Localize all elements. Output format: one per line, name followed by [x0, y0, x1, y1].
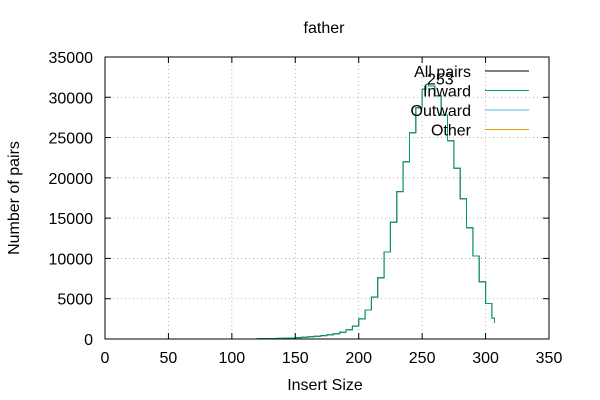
legend-label: All pairs: [414, 64, 471, 81]
legend-label: Other: [431, 123, 472, 140]
y-tick-label: 0: [84, 332, 93, 349]
y-tick-label: 25000: [49, 131, 94, 148]
x-tick-label: 50: [160, 350, 178, 367]
x-tick-label: 150: [282, 350, 309, 367]
y-tick-label: 5000: [57, 292, 93, 309]
plot-frame: [104, 56, 550, 340]
y-tick-label: 15000: [49, 211, 94, 228]
legend-label: Inward: [423, 84, 471, 101]
y-tick-label: 20000: [49, 171, 94, 188]
x-tick-label: 100: [219, 350, 246, 367]
chart-annotations: 253: [427, 71, 454, 88]
x-tick-label: 200: [345, 350, 372, 367]
y-axis-label: Number of pairs: [6, 141, 23, 255]
y-tick-label: 10000: [49, 251, 94, 268]
y-tick-label: 30000: [49, 90, 94, 107]
chart-title: father: [304, 20, 346, 37]
axis-ticks: 0 50 100 150 200 250 300 350 0 5000 10000 15000 2000…: [49, 50, 563, 367]
x-tick-label: 350: [536, 350, 563, 367]
x-tick-label: 0: [101, 350, 110, 367]
x-tick-label: 300: [472, 350, 499, 367]
peak-annotation: 253: [427, 71, 454, 88]
y-tick-label: 35000: [49, 50, 94, 67]
legend: All pairs Inward Outward Other: [411, 64, 529, 140]
x-tick-label: 250: [409, 350, 436, 367]
x-axis-label: Insert Size: [287, 377, 363, 394]
grid-lines: [105, 57, 549, 339]
legend-label: Outward: [411, 103, 471, 120]
